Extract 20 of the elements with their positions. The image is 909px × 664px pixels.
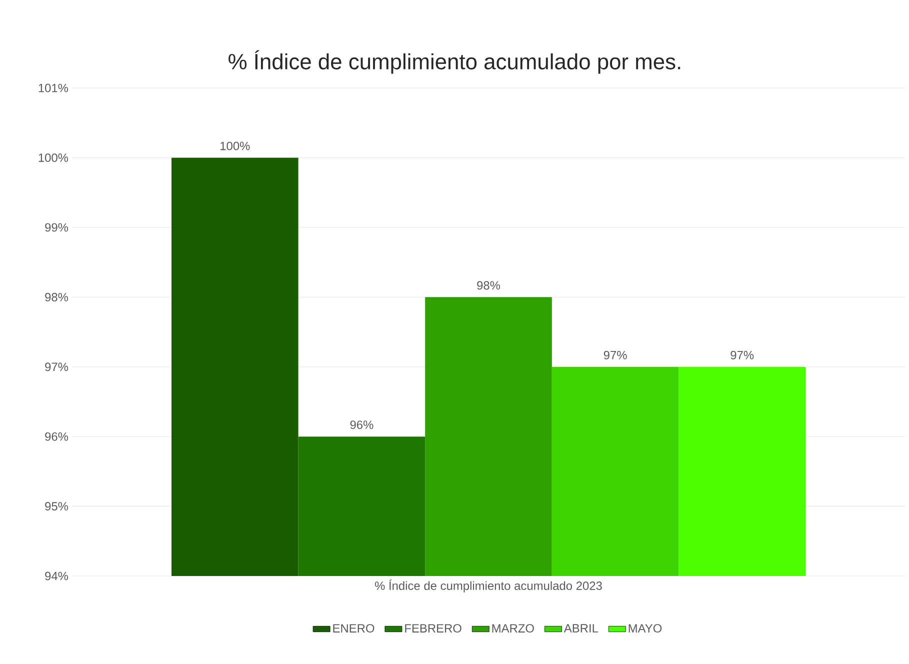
y-tick-label: 94%: [45, 572, 68, 580]
data-label: 96%: [350, 420, 374, 430]
chart-title: % Índice de cumplimiento acumulado por mes.: [228, 50, 680, 74]
legend-label: ABRIL: [564, 624, 598, 632]
legend-label: ENERO: [333, 624, 374, 633]
legend-label: MARZO: [492, 624, 534, 633]
data-label: 97%: [604, 350, 627, 360]
data-label: 100%: [220, 142, 250, 150]
legend-label: FEBRERO: [405, 624, 462, 633]
y-tick-label: 99%: [45, 223, 68, 232]
legend-label: MAYO: [628, 624, 662, 633]
data-label: 97%: [730, 350, 754, 360]
y-tick-label: 101%: [38, 84, 68, 92]
y-tick-label: 95%: [45, 502, 68, 511]
x-tick-label: % Índice de cumplimiento acumulado 2023: [374, 580, 602, 592]
y-tick-label: 97%: [45, 362, 68, 372]
y-tick-label: 98%: [45, 292, 68, 302]
y-tick-label: 96%: [45, 432, 68, 441]
data-label: 98%: [477, 281, 500, 290]
y-tick-label: 100%: [38, 153, 68, 162]
